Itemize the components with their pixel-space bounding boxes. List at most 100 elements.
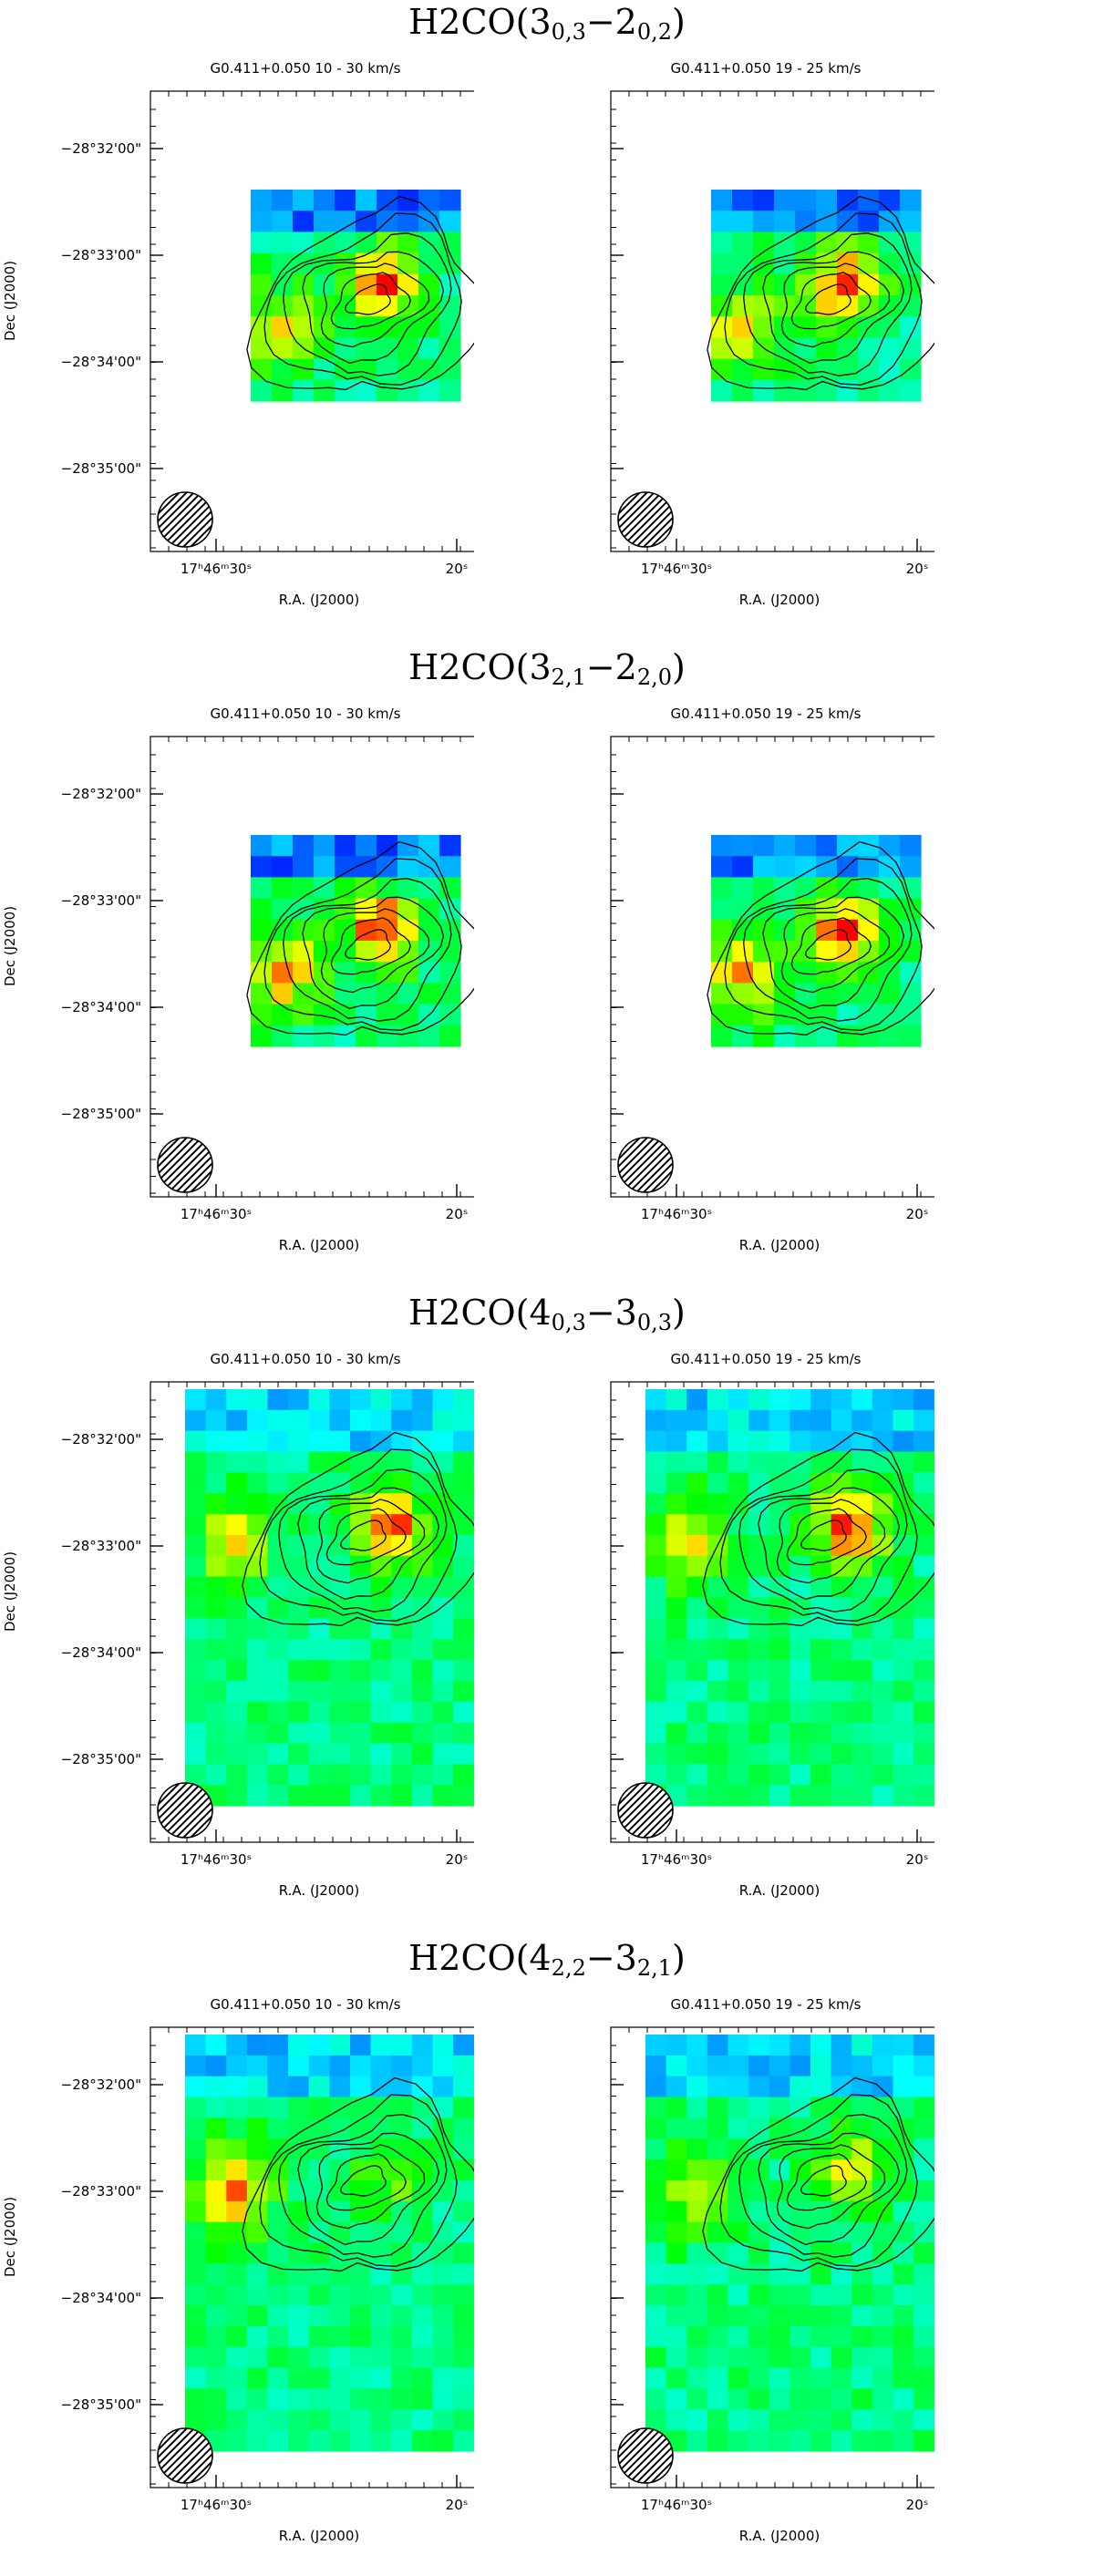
heatmap-cell [226, 2243, 247, 2264]
heatmap-cell [893, 1556, 914, 1577]
heatmap-cell [900, 877, 922, 899]
heatmap-cell [433, 1764, 454, 1785]
heatmap-cell [412, 2326, 433, 2347]
heatmap-cell [790, 2097, 810, 2118]
heatmap-cell [226, 2326, 247, 2347]
heatmap-cell [439, 941, 461, 963]
heatmap-cell [397, 920, 419, 942]
heatmap-cell [774, 190, 796, 211]
heatmap-cell [206, 2326, 227, 2347]
heatmap-cell [247, 1785, 268, 1806]
heatmap-cell [913, 1410, 934, 1431]
heatmap-cell [268, 2180, 289, 2201]
heatmap-cell [666, 2097, 687, 2118]
heatmap-cell [790, 2368, 810, 2389]
heatmap-cell [913, 1618, 934, 1639]
heatmap-cell [272, 232, 294, 253]
heatmap-cell [732, 232, 754, 253]
heatmap-cell [206, 1556, 227, 1577]
heatmap-cell [707, 2138, 728, 2159]
heatmap-cell [272, 856, 294, 878]
heatmap-cell [309, 2368, 330, 2389]
heatmap-cell [247, 1681, 268, 1702]
panel-subtitle: G0.411+0.050 19 - 25 km/s [671, 60, 862, 77]
heatmap-cell [711, 920, 733, 942]
heatmap-cell [247, 2138, 268, 2159]
heatmap-cell [247, 2056, 268, 2076]
heatmap-cell [272, 190, 294, 211]
heatmap-cell [732, 941, 754, 963]
heatmap-cell [893, 1639, 914, 1660]
heatmap-cell [790, 1764, 810, 1785]
heatmap-cell [753, 856, 775, 878]
heatmap-cell [913, 2263, 934, 2284]
heatmap-cell [851, 1723, 872, 1744]
heatmap-cell [309, 1681, 330, 1702]
heatmap-cell [185, 1681, 206, 1702]
heatmap-cell [686, 1493, 707, 1514]
heatmap-cell [732, 190, 754, 211]
heatmap-cell [268, 2138, 289, 2159]
heatmap-cell [645, 1556, 666, 1577]
heatmap-cell [206, 2138, 227, 2159]
heatmap-cell [790, 1618, 810, 1639]
heatmap-cell [769, 1723, 790, 1744]
heatmap-cell [810, 1681, 831, 1702]
heatmap-cell [831, 1785, 852, 1806]
heatmap-cell [872, 2326, 893, 2347]
heatmap-cell [913, 2138, 934, 2159]
heatmap-cell [185, 1723, 206, 1744]
heatmap-cell [439, 337, 461, 359]
heatmap-cell [268, 2409, 289, 2430]
heatmap-cell [391, 1410, 412, 1431]
heatmap-cell [686, 1556, 707, 1577]
heatmap-cell [732, 316, 754, 338]
heatmap-cell [893, 2430, 914, 2451]
heatmap-cell [707, 2035, 728, 2056]
heatmap-cell [439, 190, 461, 211]
heatmap-cell [810, 1431, 831, 1452]
heatmap-cell [288, 1681, 309, 1702]
heatmap-cell [268, 1723, 289, 1744]
heatmap-cell [666, 1577, 687, 1598]
heatmap-cell [288, 2326, 309, 2347]
panel-subtitle: G0.411+0.050 10 - 30 km/s [211, 1351, 401, 1367]
heatmap-cell [226, 1743, 247, 1764]
heatmap-cell [268, 2430, 289, 2451]
heatmap-cell [335, 380, 356, 402]
heatmap-cell [810, 2347, 831, 2368]
heatmap-cell [412, 1431, 433, 1452]
heatmap-cell [666, 2117, 687, 2138]
heatmap-cell [810, 2409, 831, 2430]
heatmap-cell [247, 1431, 268, 1452]
heatmap-cell [795, 835, 817, 857]
beam-hatch [94, 1128, 276, 1201]
heatmap-cell [872, 2430, 893, 2451]
heatmap-cell [251, 877, 273, 899]
heatmap-cell [686, 1660, 707, 1681]
heatmap-cell [831, 1598, 852, 1619]
heatmap-cell [272, 253, 294, 275]
heatmap-cell [268, 2347, 289, 2368]
heatmap-cell [247, 2117, 268, 2138]
heatmap-cell [268, 1660, 289, 1681]
heatmap-cell [900, 190, 922, 211]
heatmap-cell [748, 2180, 769, 2201]
heatmap-cell [790, 1681, 810, 1702]
heatmap-cell [309, 1723, 330, 1744]
heatmap-cell [774, 211, 796, 232]
heatmap-cell [206, 2159, 227, 2180]
heatmap-cell [851, 2180, 872, 2201]
heatmap-cell [247, 1743, 268, 1764]
heatmap-cell [707, 2388, 728, 2409]
heatmap-cell [913, 2326, 934, 2347]
heatmap-cell [728, 1618, 749, 1639]
heatmap-cell [247, 1618, 268, 1639]
heatmap-cell [872, 2056, 893, 2076]
heatmap-cell [433, 1785, 454, 1806]
heatmap-cell [711, 941, 733, 963]
heatmap-cell [810, 1785, 831, 1806]
heatmap-cell [769, 2305, 790, 2326]
heatmap-cell [831, 1681, 852, 1702]
